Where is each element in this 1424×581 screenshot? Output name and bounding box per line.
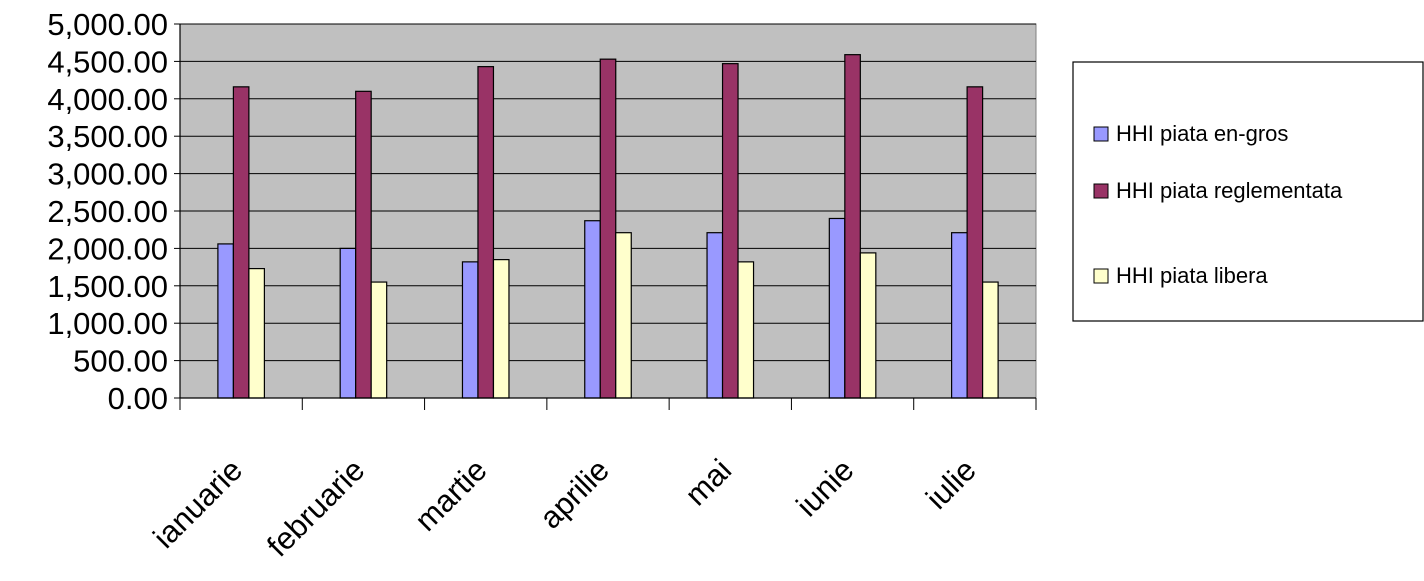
y-tick-label: 2,000.00 (47, 231, 168, 266)
y-tick-label: 500.00 (73, 344, 168, 379)
y-tick-label: 4,500.00 (47, 44, 168, 79)
bar (599, 58, 617, 399)
bar (828, 217, 846, 399)
x-tick-label: iunie (789, 452, 860, 523)
x-tick-label: aprilie (533, 452, 616, 535)
legend-box (1072, 61, 1424, 322)
y-tick-label: 0.00 (108, 381, 168, 416)
legend-label-reglementata: HHI piata reglementata (1116, 178, 1343, 203)
legend-label-libera: HHI piata libera (1116, 263, 1268, 288)
bar (859, 252, 877, 399)
x-tick-label: martie (408, 452, 494, 538)
legend-label-en-gros: HHI piata en-gros (1116, 121, 1288, 146)
x-tick-label: iulie (919, 452, 983, 516)
y-tick-label: 5,000.00 (47, 7, 168, 42)
bar (370, 281, 388, 399)
bar (615, 232, 632, 399)
y-tick-label: 3,500.00 (47, 119, 168, 154)
bar (492, 259, 510, 399)
bar (232, 86, 250, 399)
legend-swatch-en-gros (1093, 126, 1109, 142)
y-tick-label: 3,000.00 (47, 157, 168, 192)
x-tick-label: ianuarie (146, 452, 249, 555)
bar (982, 281, 999, 399)
x-tick-label: februarie (260, 452, 371, 563)
bar (706, 232, 724, 399)
bar (737, 261, 755, 399)
y-axis-ticks: 0.00500.001,000.001,500.002,000.002,500.… (47, 7, 180, 416)
x-axis-ticks: ianuarie februarie martie aprilie mai iunie iu… (146, 398, 1037, 563)
bar (248, 267, 265, 399)
y-tick-label: 2,500.00 (47, 194, 168, 229)
legend: HHI piata en-gros HHI piata reglementata… (1072, 61, 1424, 322)
legend-swatch-reglementata (1093, 183, 1109, 199)
y-tick-label: 4,000.00 (47, 82, 168, 117)
bar (584, 220, 601, 399)
bar (339, 247, 357, 399)
x-tick-label: mai (678, 452, 738, 512)
legend-swatch-libera (1093, 268, 1109, 284)
bar (721, 63, 739, 399)
bar (844, 54, 861, 399)
bar (217, 243, 234, 399)
bar (461, 261, 479, 399)
bar (355, 90, 372, 399)
bar (966, 86, 984, 399)
bar (477, 66, 495, 399)
y-tick-label: 1,500.00 (47, 269, 168, 304)
y-tick-label: 1,000.00 (47, 306, 168, 341)
bars (217, 54, 999, 399)
bar (951, 232, 968, 399)
